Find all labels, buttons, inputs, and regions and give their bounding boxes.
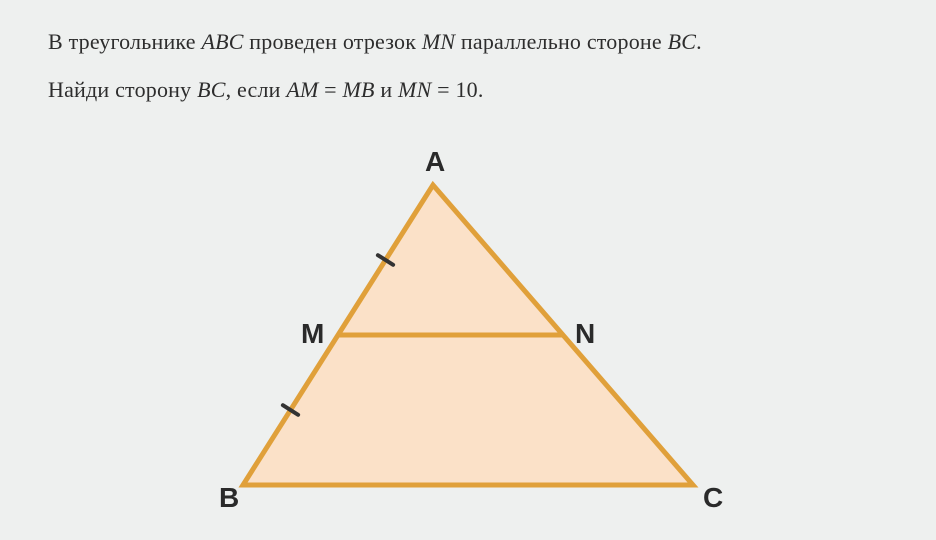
math-bc: BC — [668, 29, 697, 54]
vertex-label-a: A — [425, 146, 445, 177]
text-seg: . — [696, 29, 702, 54]
vertex-label-n: N — [575, 318, 595, 349]
vertex-label-c: C — [703, 482, 723, 513]
text-seg: параллельно стороне — [455, 29, 667, 54]
text-seg: и — [375, 77, 398, 102]
math-mn: MN — [422, 29, 455, 54]
problem-statement: В треугольнике ABC проведен отрезок MN п… — [48, 18, 896, 115]
text-seg: проведен отрезок — [244, 29, 422, 54]
text-seg: Найди сторону — [48, 77, 197, 102]
math-mn: MN — [398, 77, 431, 102]
math-val: 10 — [455, 77, 477, 102]
eq-op: = — [318, 77, 342, 102]
text-seg: . — [478, 77, 484, 102]
text-seg: , если — [226, 77, 287, 102]
triangle-figure: A B C M N — [173, 135, 763, 535]
eq-op: = — [431, 77, 455, 102]
vertex-label-b: B — [219, 482, 239, 513]
math-bc: BC — [197, 77, 226, 102]
vertex-label-m: M — [301, 318, 324, 349]
math-am: AM — [286, 77, 318, 102]
problem-line-1: В треугольнике ABC проведен отрезок MN п… — [48, 18, 896, 66]
math-mb: MB — [343, 77, 375, 102]
math-abc: ABC — [201, 29, 243, 54]
problem-line-2: Найди сторону BC, если AM = MB и MN = 10… — [48, 66, 896, 114]
text-seg: В треугольнике — [48, 29, 201, 54]
page-container: В треугольнике ABC проведен отрезок MN п… — [0, 0, 936, 540]
figure-area: A B C M N — [0, 135, 936, 540]
